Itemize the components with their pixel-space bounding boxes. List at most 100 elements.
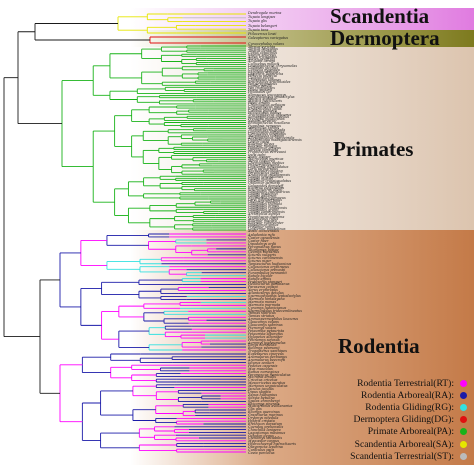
taxon-label: Varecia variegata <box>248 148 279 153</box>
taxon-label: Galagoides granti <box>248 208 279 213</box>
taxon-label: Papio anubis <box>248 100 270 105</box>
taxon-label: Cebuella pygmaea <box>248 67 280 72</box>
taxon-label: Rattus norvegicus <box>248 369 280 374</box>
taxon-label: Iomys horsfieldii <box>248 343 277 348</box>
taxon-label: Lagothrix lagotricha <box>248 71 284 76</box>
taxon-label: Microtus arvalis <box>248 375 276 380</box>
legend-dot-icon <box>460 391 467 399</box>
legend-dot-icon <box>460 403 467 411</box>
taxon-label: Chinchilla lanigera <box>248 427 281 432</box>
taxon-label: Callosciurus erythraeus <box>248 264 290 269</box>
taxon-label: Zapus hudsonius <box>248 392 278 397</box>
taxon-label: Macaca fascicularis <box>248 98 283 103</box>
taxon-labels: Dendrogale murina Tupaia longipes Tupaia g… <box>248 11 333 454</box>
taxon-label: Saimiri sciureus <box>248 53 276 58</box>
taxon-label: Galago cameronensis <box>248 210 285 215</box>
taxon-label: Tarsius bancanus <box>248 47 278 52</box>
taxon-label: Propithecus verreauxi <box>248 150 287 155</box>
taxon-label: Macaca mulatta <box>248 96 276 101</box>
legend: Rodentia Terrestrial(RT): Rodentia Arbor… <box>300 377 470 462</box>
taxon-label: Glaucomys volans <box>248 320 279 325</box>
taxon-label: Mesocricetus auratus <box>248 381 286 386</box>
taxon-label: Lepilemur ruficaudatus <box>248 164 289 169</box>
taxon-label: Dipus sagitta <box>248 389 271 394</box>
taxon-label: Cacajao calvus <box>248 76 274 80</box>
taxon-label: Theropithecus gelada <box>248 127 286 132</box>
taxon-label: Sicista betulina <box>248 395 275 400</box>
taxon-label: Alouatta caraya <box>248 59 276 64</box>
taxon-label: Mandrillus sphinx <box>248 125 279 130</box>
taxon-label: Hystrix cristata <box>248 419 275 424</box>
legend-dot-icon <box>460 440 467 448</box>
taxon-label: Cavia porcellus <box>248 451 275 455</box>
taxon-label: Spermophilopsis leptodactylus <box>248 294 301 299</box>
taxon-label: Perognathus flavus <box>248 244 281 249</box>
legend-dot-icon <box>460 379 467 387</box>
taxon-label: Nycticebus coucang <box>248 169 283 174</box>
taxon-label: Lemur catta <box>248 140 270 145</box>
legend-item-scandentia-arboreal: Scandentia Arboreal(SA): <box>300 438 470 450</box>
taxon-label: Microcebus murinus <box>248 156 284 161</box>
taxon-label: Prolemur simus <box>248 224 276 229</box>
taxon-label: Marmota himalayana <box>248 296 285 301</box>
taxon-label: Hylopetes alboniger <box>248 334 283 339</box>
taxon-label: Glaucomys sabrinus <box>248 323 283 328</box>
taxon-label: Perodicticus potto <box>248 171 280 176</box>
taxon-label: Hydrochoerus hydrochaeris <box>248 442 296 447</box>
taxon-label: Sciurus carolinensis <box>248 256 283 261</box>
taxon-label: Avahi laniger <box>248 154 271 159</box>
taxon-label: Saguinus oedipus <box>248 69 279 74</box>
band-rodentia <box>130 230 474 465</box>
taxon-label: Pteromys volans <box>248 326 277 330</box>
taxon-label: Geomys bursarius <box>248 250 280 255</box>
taxon-label: Cebus capucinus <box>248 51 278 56</box>
taxon-label: Cricetus cricetus <box>248 378 278 383</box>
taxon-label: Petinomys setosus <box>248 337 280 342</box>
taxon-label: Otolemur garnettii <box>248 181 281 186</box>
taxon-label: Aplodontia rufa <box>248 233 275 237</box>
taxon-label: Dipodomys ordii <box>248 241 277 246</box>
taxon-label: Colobus guereza <box>248 109 277 114</box>
taxon-label: Loris lydekkerianus <box>248 197 282 202</box>
taxon-label: Pongo pygmaeus <box>248 82 278 87</box>
taxon-label: Eulemur rubriventer <box>248 220 284 225</box>
taxon-label: Tupaia tana <box>248 27 269 32</box>
taxon-label: Galago senegalensis <box>248 175 284 180</box>
taxon-label: Ratufa affinis <box>248 276 272 281</box>
legend-item-dermoptera-gliding: Dermoptera Gliding(DG): <box>300 414 470 426</box>
taxon-label: Myocastor coypus <box>248 439 280 444</box>
taxon-label: Daubentonia madagascariensis <box>248 138 302 143</box>
taxon-label: Eulemur fulvus <box>248 142 275 147</box>
taxon-label: Castor canadensis <box>248 235 280 240</box>
taxon-label: Tarsius dentatus <box>248 49 277 54</box>
taxon-label: Heliosciurus gambianus <box>248 282 290 287</box>
taxon-label: Brachyteles arachnoides <box>248 80 291 85</box>
taxon-label: Pygathrix nemaeus <box>248 123 281 128</box>
taxon-label: Cynocephalus volans <box>248 42 285 46</box>
taxon-label: Galago matschiei <box>248 191 278 196</box>
taxon-label: Cercopithecus mitis <box>248 104 283 109</box>
taxon-label: Microcebus rufus <box>248 216 279 221</box>
taxon-label: Ptilocercus lowii <box>248 32 277 36</box>
taxon-label: Ratufa bicolor <box>248 273 273 278</box>
taxon-label: Aeromys tephromelas <box>248 340 286 345</box>
clade-label-primates: Primates <box>333 137 414 161</box>
taxon-label: Sciurocheirus alleni <box>248 187 283 192</box>
taxon-label: Dasyprocta leporina <box>248 445 283 450</box>
clade-label-rodentia: Rodentia <box>338 334 420 358</box>
legend-label: Rodentia Gliding(RG): <box>365 401 454 413</box>
taxon-label: Xerus erythropus <box>248 288 278 293</box>
legend-item-scandentia-terrestrial: Scandentia Terrestrial(ST): <box>300 450 470 462</box>
legend-label: Rodentia Terrestrial(RT): <box>357 377 454 389</box>
taxon-label: Eliomys quercinus <box>248 410 280 415</box>
legend-dot-icon <box>460 452 467 460</box>
taxon-label: Callithrix jacchus <box>248 65 279 70</box>
taxon-label: Leontopithecus chrysomelas <box>248 63 298 68</box>
taxon-label: Lepilemur mustelinus <box>248 226 286 231</box>
taxon-label: Tamias sibiricus <box>248 311 276 316</box>
taxon-label: Chiropotes satanas <box>248 78 282 83</box>
legend-item-primate-arboreal: Primate Arboreal(PA): <box>300 426 470 438</box>
taxon-label: Eulemur mongoz <box>248 144 278 149</box>
taxon-label: Funambulus pennantii <box>248 270 287 275</box>
